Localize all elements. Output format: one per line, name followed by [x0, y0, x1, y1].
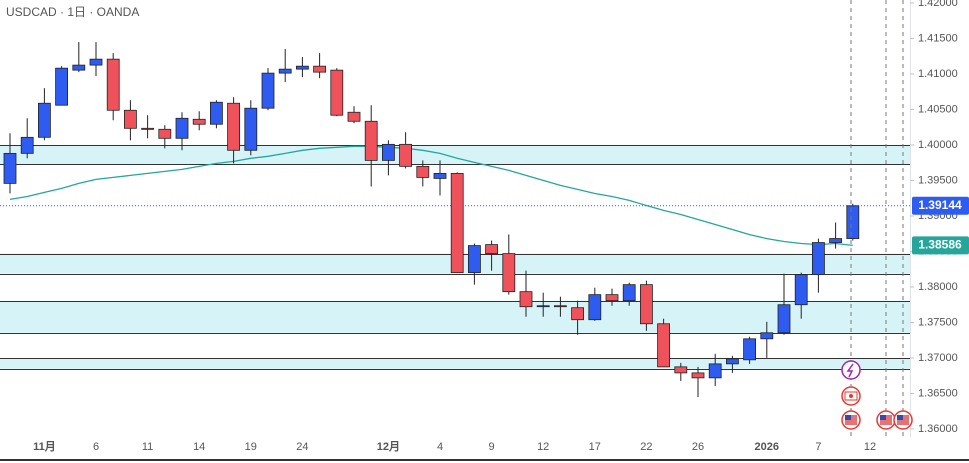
- x-tick-label: 6: [93, 441, 99, 453]
- last-price-tag: [912, 196, 969, 215]
- candle-body: [777, 304, 791, 334]
- candle-body: [485, 244, 499, 255]
- x-tick-label: 7: [815, 441, 821, 453]
- candle-body: [536, 305, 550, 308]
- candle-body: [141, 127, 155, 130]
- candle-body: [209, 101, 223, 125]
- candle-body: [364, 120, 378, 161]
- candle-body: [106, 58, 120, 111]
- ma-price-tag-label: 1.38586: [918, 238, 962, 252]
- candle-body: [622, 284, 636, 302]
- y-tick-label: 1.38000: [918, 281, 958, 293]
- x-tick-label: 12: [537, 441, 549, 453]
- zone: [0, 357, 910, 369]
- y-tick-label: 1.41000: [918, 68, 958, 80]
- candle-body: [244, 107, 258, 151]
- flag-ca-leaf: [849, 394, 853, 398]
- candle-body: [502, 253, 516, 293]
- candle-body: [261, 72, 275, 109]
- x-tick-label: 14: [193, 441, 205, 453]
- x-tick-label: 9: [489, 441, 495, 453]
- chart-title: USDCAD · 1日 · OANDA: [6, 5, 139, 19]
- candle-body: [691, 372, 705, 379]
- x-tick-label: 2026: [755, 441, 779, 453]
- candle-body: [708, 363, 722, 379]
- event-icons: [841, 360, 913, 430]
- y-tick-label: 1.40500: [918, 103, 958, 115]
- candle-body: [72, 64, 86, 71]
- ma-price-tag: [912, 236, 969, 255]
- plot-area: [0, 42, 910, 397]
- event-icon-glyph: [846, 363, 854, 378]
- candle-body: [640, 284, 653, 325]
- x-tick-label: 26: [692, 441, 704, 453]
- x-tick-label: 19: [245, 441, 257, 453]
- candle-body: [794, 274, 808, 306]
- x-tick-label: 12: [864, 441, 876, 453]
- zone: [0, 144, 910, 165]
- candle-body: [674, 366, 688, 374]
- candle-body: [381, 143, 395, 161]
- y-tick-label: 1.39500: [918, 174, 958, 186]
- candle-body: [295, 65, 309, 70]
- y-tick-label: 1.36500: [918, 387, 958, 399]
- last-price-tag-label: 1.39144: [918, 198, 962, 212]
- event-icon[interactable]: [841, 360, 861, 380]
- candle-body: [450, 172, 464, 274]
- candle-body: [3, 152, 17, 184]
- candle-body: [812, 242, 825, 276]
- candle-body: [829, 238, 842, 243]
- candle-body: [330, 69, 344, 116]
- candle-body: [433, 172, 447, 179]
- y-tick-label: 1.36000: [918, 423, 958, 435]
- x-tick-label: 11月: [33, 440, 56, 453]
- candle-body: [175, 117, 189, 139]
- candle-body: [313, 65, 327, 73]
- candle-body: [571, 307, 584, 321]
- candle-body: [743, 338, 756, 361]
- candle-body: [124, 109, 137, 129]
- candle-body: [605, 294, 619, 302]
- flag-us-canton: [845, 415, 851, 420]
- y-tick-label: 1.40000: [918, 139, 958, 151]
- candle-body: [467, 245, 481, 274]
- candle-body: [657, 323, 670, 368]
- candle-body: [347, 111, 361, 122]
- x-tick-label: 24: [296, 441, 308, 453]
- x-tick-label: 4: [437, 441, 443, 453]
- candle-body: [278, 68, 292, 74]
- candle-body: [416, 165, 430, 178]
- candle-body: [20, 136, 34, 154]
- candle-body: [158, 128, 172, 139]
- candle-body: [399, 143, 413, 167]
- y-tick-label: 1.37500: [918, 316, 958, 328]
- y-tick-label: 1.42000: [918, 0, 958, 9]
- x-tick-label: 12月: [377, 440, 400, 453]
- candle-body: [554, 305, 567, 308]
- flag-us-canton: [880, 415, 886, 420]
- candle-body: [760, 332, 774, 340]
- zone: [0, 300, 910, 333]
- candle-body: [38, 102, 51, 138]
- candle-body: [89, 58, 103, 66]
- moving-average: [9, 145, 853, 247]
- x-tick-label: 17: [589, 441, 601, 453]
- candle-body: [846, 205, 860, 239]
- x-tick-label: 22: [640, 441, 652, 453]
- candle-body: [55, 67, 68, 106]
- candle-body: [227, 102, 241, 151]
- y-tick-label: 1.37000: [918, 352, 958, 364]
- candle-body: [726, 358, 739, 365]
- x-tick-label: 11: [142, 441, 153, 453]
- candle-body: [192, 118, 206, 125]
- candle-body: [519, 291, 533, 308]
- y-tick-label: 1.41500: [918, 32, 958, 44]
- flag-us-canton: [897, 415, 903, 420]
- candle-body: [588, 294, 602, 321]
